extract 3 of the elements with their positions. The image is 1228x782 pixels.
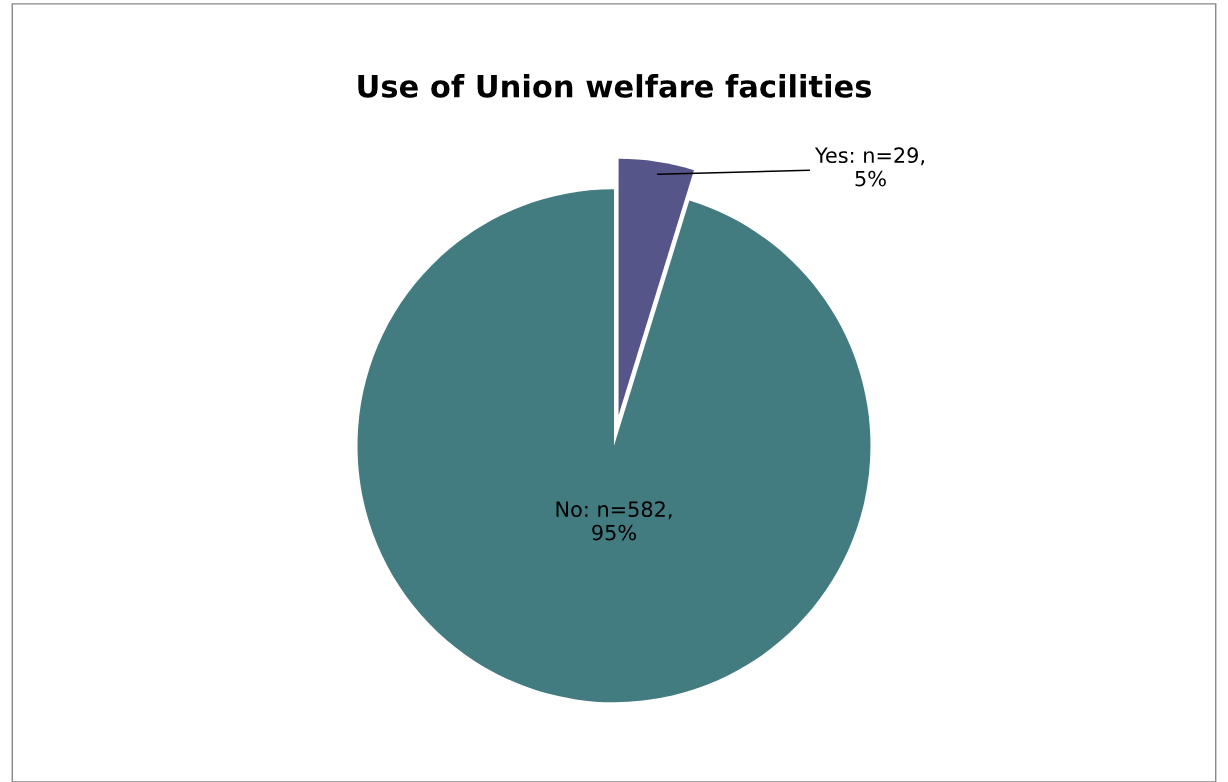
slice-label: Yes: n=29, 5% (814, 147, 924, 187)
slice-label: No: n=582, 95% (556, 501, 672, 541)
chart-title: Use of Union welfare facilities (358, 74, 871, 98)
